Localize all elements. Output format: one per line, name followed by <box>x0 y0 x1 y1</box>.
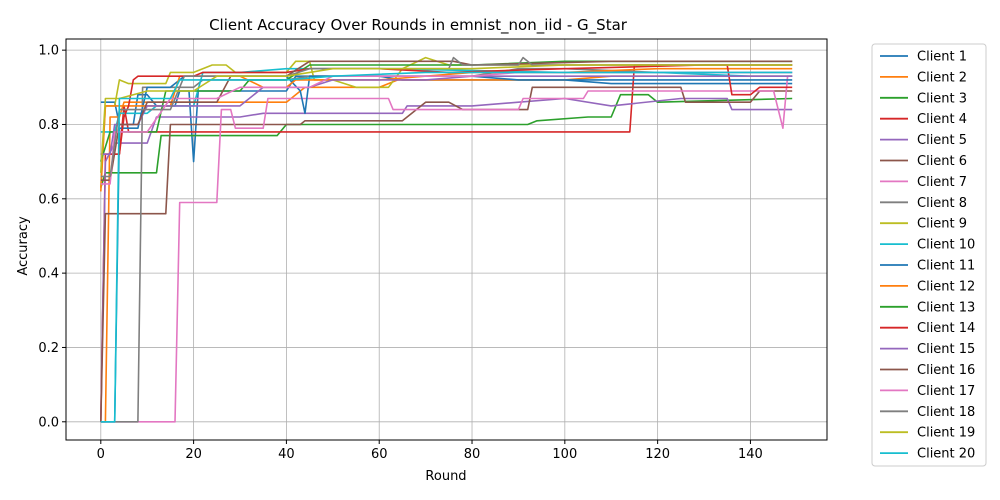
series-line-client-8 <box>100 67 793 423</box>
y-tick-label: 0.0 <box>38 415 59 430</box>
x-tick-label: 120 <box>645 447 670 462</box>
legend-label: Client 16 <box>917 363 975 378</box>
legend-item: Client 11 <box>880 259 975 274</box>
legend-item: Client 5 <box>880 133 967 148</box>
legend-label: Client 8 <box>917 196 967 211</box>
legend-item: Client 2 <box>880 70 967 85</box>
legend: Client 1 Client 2 Client 3 Client 4 Client 5… <box>871 43 987 467</box>
y-tick-label: 1.0 <box>38 44 59 59</box>
series-line-client-11 <box>100 75 793 423</box>
legend-label: Client 19 <box>917 426 975 441</box>
legend-label: Client 15 <box>917 342 975 357</box>
legend-label: Client 17 <box>917 384 975 399</box>
y-tick-label: 0.6 <box>38 192 59 207</box>
legend-label: Client 9 <box>917 217 967 232</box>
legend-item: Client 8 <box>880 196 967 211</box>
legend-label: Client 3 <box>917 91 967 106</box>
ticks: 0 20 40 60 80 100 120 140 0.0 0.2 0.4 0.6 0.8 1.0 <box>38 44 763 462</box>
legend-item: Client 4 <box>880 112 967 127</box>
y-tick-label: 0.2 <box>38 341 59 356</box>
legend-item: Client 20 <box>880 447 975 462</box>
series-line-client-19 <box>100 64 793 173</box>
series-group <box>100 56 793 423</box>
legend-label: Client 4 <box>917 112 967 127</box>
x-tick-label: 0 <box>97 447 105 462</box>
legend-item: Client 1 <box>880 50 967 65</box>
legend-item: Client 15 <box>880 342 975 357</box>
legend-label: Client 7 <box>917 175 967 190</box>
legend-item: Client 7 <box>880 175 967 190</box>
x-tick-label: 40 <box>278 447 295 462</box>
legend-label: Client 11 <box>917 259 975 274</box>
x-tick-label: 140 <box>738 447 763 462</box>
plot-frame <box>65 38 828 441</box>
legend-label: Client 14 <box>917 321 975 336</box>
legend-label: Client 1 <box>917 50 967 65</box>
y-tick-label: 0.4 <box>38 267 59 282</box>
series-line-client-3 <box>100 93 793 188</box>
legend-label: Client 18 <box>917 405 975 420</box>
legend-label: Client 5 <box>917 133 967 148</box>
legend-label: Client 13 <box>917 300 975 315</box>
legend-item: Client 6 <box>880 154 967 169</box>
y-axis-label: Accuracy <box>16 216 31 276</box>
x-tick-label: 60 <box>371 447 388 462</box>
legend-item: Client 3 <box>880 91 967 106</box>
legend-label: Client 12 <box>917 279 975 294</box>
legend-label: Client 6 <box>917 154 967 169</box>
legend-item: Client 12 <box>880 279 975 294</box>
legend-label: Client 10 <box>917 238 975 253</box>
legend-item: Client 18 <box>880 405 975 420</box>
chart-title: Client Accuracy Over Rounds in emnist_no… <box>209 16 628 35</box>
x-tick-label: 80 <box>464 447 481 462</box>
legend-item: Client 13 <box>880 300 975 315</box>
legend-item: Client 19 <box>880 426 975 441</box>
legend-label: Client 20 <box>917 447 975 462</box>
legend-label: Client 2 <box>917 70 967 85</box>
series-line-client-5 <box>100 97 793 422</box>
legend-item: Client 16 <box>880 363 975 378</box>
legend-item: Client 14 <box>880 321 975 336</box>
series-line-client-6 <box>100 86 793 422</box>
y-tick-label: 0.8 <box>38 118 59 133</box>
x-tick-label: 100 <box>552 447 577 462</box>
x-tick-label: 20 <box>185 447 202 462</box>
series-line-client-7 <box>100 75 793 423</box>
legend-item: Client 10 <box>880 238 975 253</box>
legend-item: Client 17 <box>880 384 975 399</box>
series-line-client-20 <box>100 71 793 423</box>
legend-box <box>871 43 987 467</box>
x-axis-label: Round <box>425 469 466 484</box>
legend-item: Client 9 <box>880 217 967 232</box>
